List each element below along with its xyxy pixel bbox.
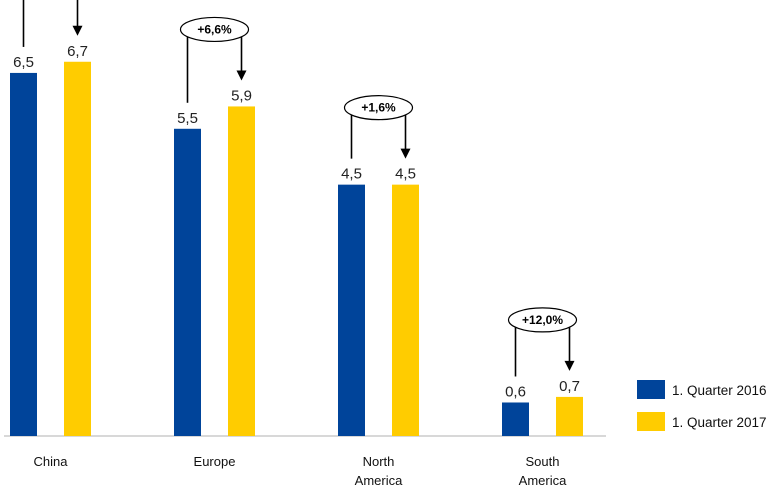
bar-europe-2016 <box>174 128 201 437</box>
growth-annotations-group: +2,9% +6,6% +1,6% +12,0% <box>22 0 578 377</box>
category-label: North <box>363 454 395 469</box>
growth-percent: +1,6% <box>361 101 396 115</box>
data-label: 6,5 <box>13 54 34 71</box>
annotation-ellipse <box>343 95 414 121</box>
bars-group: 6,5 6,7 5,5 5,9 4,5 4,5 0,6 0,7 <box>10 43 583 437</box>
bar-china-2016 <box>10 72 37 436</box>
legend-swatch-2017 <box>637 412 665 431</box>
legend-label-2017: 1. Quarter 2017 <box>672 415 767 430</box>
data-label: 0,7 <box>559 378 580 395</box>
legend: 1. Quarter 2016 1. Quarter 2017 <box>637 380 767 431</box>
bar-north-america-2017 <box>392 184 419 436</box>
data-label: 5,5 <box>177 110 198 127</box>
bar-china-2017 <box>64 61 91 436</box>
category-label: America <box>519 473 567 488</box>
legend-label-2016: 1. Quarter 2016 <box>672 383 767 398</box>
annotation-ellipse <box>179 16 250 43</box>
data-label: 4,5 <box>341 166 362 183</box>
bar-south-america-2016 <box>502 402 529 436</box>
data-label: 5,9 <box>231 87 252 104</box>
growth-annotation: +6,6% <box>179 16 250 103</box>
growth-percent: +12,0% <box>522 313 563 327</box>
bar-north-america-2016 <box>338 184 365 436</box>
bar-europe-2017 <box>228 106 255 436</box>
bar-south-america-2017 <box>556 396 583 436</box>
category-label: South <box>526 454 560 469</box>
arrow-down-icon <box>72 25 83 36</box>
growth-annotation: +1,6% <box>343 95 414 159</box>
arrow-down-icon <box>236 70 247 81</box>
growth-percent: +6,6% <box>197 22 232 36</box>
data-label: 6,7 <box>67 43 88 60</box>
legend-swatch-2016 <box>637 380 665 399</box>
growth-annotation: +2,9% <box>22 0 83 47</box>
annotation-ellipse <box>507 307 578 333</box>
category-label: America <box>355 473 403 488</box>
data-label: 4,5 <box>395 166 416 183</box>
data-label: 0,6 <box>505 383 526 400</box>
category-label: China <box>34 454 69 469</box>
category-label: Europe <box>194 454 236 469</box>
arrow-down-icon <box>400 148 411 159</box>
arrow-down-icon <box>564 360 575 371</box>
category-labels-group: China Europe North America South America <box>34 454 568 488</box>
growth-annotation: +12,0% <box>507 307 578 377</box>
